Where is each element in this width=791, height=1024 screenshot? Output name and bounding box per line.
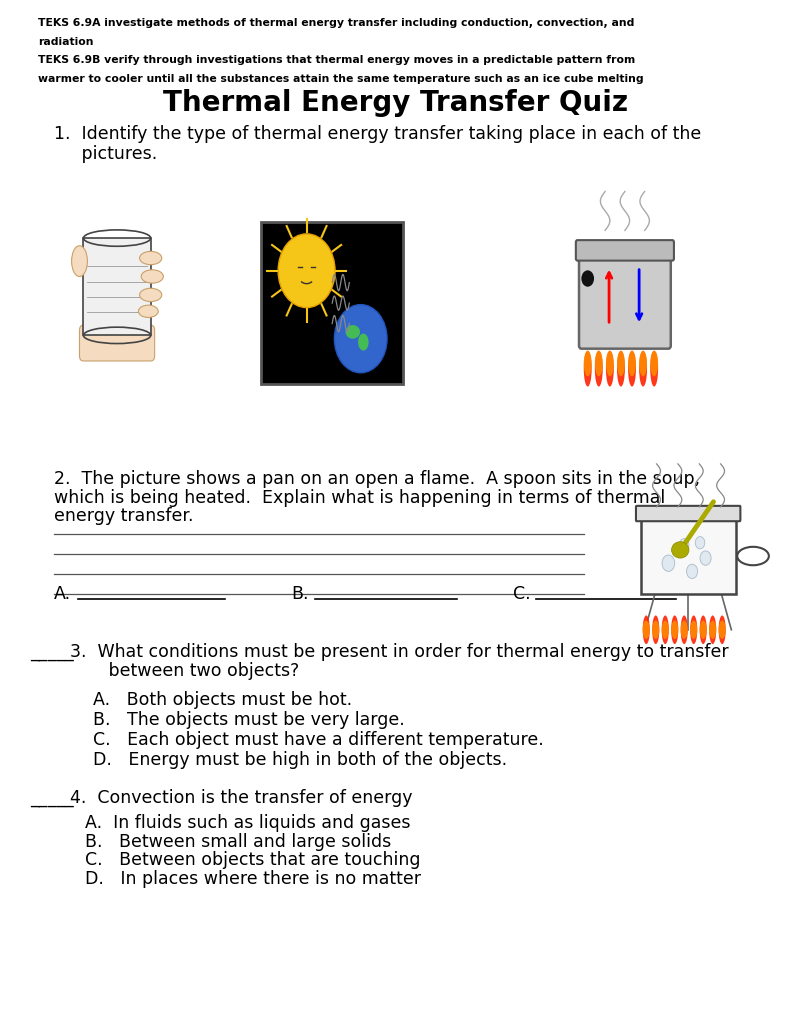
Ellipse shape: [643, 615, 650, 644]
Ellipse shape: [681, 615, 688, 644]
Ellipse shape: [358, 334, 369, 350]
Ellipse shape: [584, 350, 592, 376]
Circle shape: [687, 564, 698, 579]
Ellipse shape: [681, 621, 688, 639]
Ellipse shape: [672, 621, 679, 639]
Ellipse shape: [710, 615, 717, 644]
Text: B.: B.: [291, 586, 308, 603]
Text: C.   Between objects that are touching: C. Between objects that are touching: [85, 852, 421, 869]
Ellipse shape: [662, 615, 669, 644]
Circle shape: [278, 233, 335, 307]
Text: TEKS 6.9B verify through investigations that thermal energy moves in a predictab: TEKS 6.9B verify through investigations …: [38, 55, 635, 66]
Text: C.   Each object must have a different temperature.: C. Each object must have a different tem…: [93, 731, 544, 749]
Ellipse shape: [700, 621, 707, 639]
Text: Thermal Energy Transfer Quiz: Thermal Energy Transfer Quiz: [163, 89, 628, 117]
Ellipse shape: [346, 325, 360, 339]
Text: energy transfer.: energy transfer.: [54, 507, 193, 525]
Ellipse shape: [584, 350, 592, 386]
Text: D.   In places where there is no matter: D. In places where there is no matter: [85, 870, 422, 889]
Ellipse shape: [653, 615, 660, 644]
Text: radiation: radiation: [38, 37, 93, 47]
Ellipse shape: [662, 621, 669, 639]
Ellipse shape: [628, 350, 636, 386]
Text: _____: _____: [30, 643, 74, 662]
Ellipse shape: [719, 621, 726, 639]
Ellipse shape: [653, 621, 660, 639]
Ellipse shape: [700, 615, 707, 644]
Text: 3.  What conditions must be present in order for thermal energy to transfer: 3. What conditions must be present in or…: [70, 643, 729, 662]
FancyBboxPatch shape: [636, 506, 740, 521]
Ellipse shape: [719, 615, 726, 644]
Ellipse shape: [138, 305, 158, 317]
Text: 4.  Convection is the transfer of energy: 4. Convection is the transfer of energy: [70, 788, 412, 807]
Ellipse shape: [639, 350, 647, 376]
Ellipse shape: [643, 621, 650, 639]
Text: B.   Between small and large solids: B. Between small and large solids: [85, 833, 392, 851]
Text: between two objects?: between two objects?: [70, 663, 299, 680]
FancyBboxPatch shape: [579, 246, 671, 348]
Circle shape: [700, 551, 711, 565]
Text: _____: _____: [30, 788, 74, 807]
Ellipse shape: [595, 350, 603, 376]
Ellipse shape: [617, 350, 625, 386]
Ellipse shape: [139, 289, 162, 302]
Circle shape: [581, 270, 594, 287]
Text: 1.  Identify the type of thermal energy transfer taking place in each of the: 1. Identify the type of thermal energy t…: [54, 125, 701, 143]
Text: A.   Both objects must be hot.: A. Both objects must be hot.: [93, 690, 353, 709]
FancyBboxPatch shape: [84, 239, 150, 336]
Circle shape: [662, 555, 675, 571]
Ellipse shape: [639, 350, 647, 386]
Text: B.   The objects must be very large.: B. The objects must be very large.: [93, 711, 405, 729]
Text: 2.  The picture shows a pan on an open a flame.  A spoon sits in the soup,: 2. The picture shows a pan on an open a …: [54, 470, 700, 488]
Ellipse shape: [628, 350, 636, 376]
Circle shape: [695, 537, 705, 549]
Ellipse shape: [71, 246, 87, 276]
Text: TEKS 6.9A investigate methods of thermal energy transfer including conduction, c: TEKS 6.9A investigate methods of thermal…: [38, 18, 634, 29]
Ellipse shape: [650, 350, 658, 376]
Ellipse shape: [710, 621, 717, 639]
Ellipse shape: [691, 621, 698, 639]
FancyBboxPatch shape: [261, 222, 403, 384]
Circle shape: [335, 304, 387, 373]
Ellipse shape: [595, 350, 603, 386]
Text: warmer to cooler until all the substances attain the same temperature such as an: warmer to cooler until all the substance…: [38, 74, 644, 84]
FancyBboxPatch shape: [641, 512, 736, 594]
Ellipse shape: [672, 615, 679, 644]
Ellipse shape: [606, 350, 614, 376]
Text: which is being heated.  Explain what is happening in terms of thermal: which is being heated. Explain what is h…: [54, 488, 665, 507]
Ellipse shape: [142, 270, 164, 283]
Ellipse shape: [139, 252, 162, 264]
Circle shape: [679, 539, 689, 551]
Ellipse shape: [617, 350, 625, 376]
Text: pictures.: pictures.: [54, 145, 157, 164]
Ellipse shape: [672, 542, 689, 558]
Ellipse shape: [650, 350, 658, 386]
Text: A.  In fluids such as liquids and gases: A. In fluids such as liquids and gases: [85, 813, 411, 831]
Text: D.   Energy must be high in both of the objects.: D. Energy must be high in both of the ob…: [93, 751, 508, 769]
Ellipse shape: [691, 615, 698, 644]
FancyBboxPatch shape: [576, 241, 674, 261]
FancyBboxPatch shape: [79, 326, 154, 361]
Ellipse shape: [606, 350, 614, 386]
Text: A.: A.: [54, 586, 71, 603]
Text: C.: C.: [513, 586, 530, 603]
